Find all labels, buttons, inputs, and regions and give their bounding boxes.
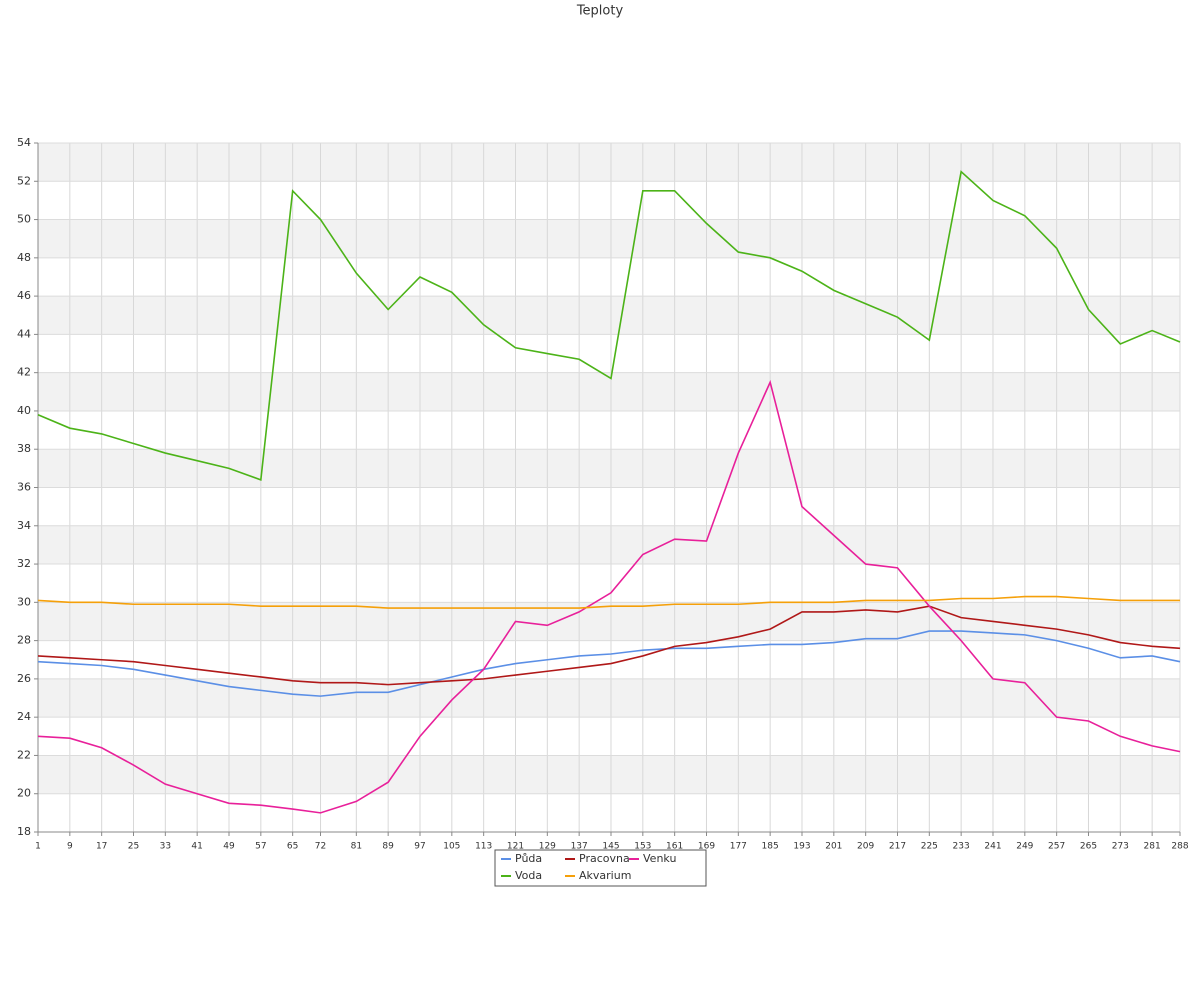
y-tick-label: 36	[17, 481, 31, 494]
y-tick-label: 22	[17, 748, 31, 761]
x-tick-label: 225	[921, 842, 938, 852]
x-tick-label: 273	[1112, 842, 1129, 852]
y-tick-label: 48	[17, 251, 31, 264]
x-tick-label: 257	[1048, 842, 1065, 852]
series-line	[37, 630, 1181, 697]
x-tick-label: 9	[67, 842, 73, 852]
x-tick-label: 169	[698, 842, 715, 852]
legend-box	[494, 849, 707, 887]
y-tick-label: 20	[17, 787, 31, 800]
series-line	[37, 595, 1180, 609]
y-tick-label: 28	[17, 634, 31, 647]
legend-label: Venku	[643, 852, 676, 865]
y-tick-label: 46	[17, 289, 31, 302]
x-tick-label: 129	[539, 842, 556, 852]
y-tick-label: 24	[17, 710, 31, 723]
x-tick-label: 177	[730, 842, 747, 852]
y-tick-label: 38	[17, 442, 31, 455]
x-tick-label: 233	[953, 842, 970, 852]
y-tick-label: 18	[17, 825, 31, 838]
series-line	[37, 170, 1181, 481]
grid-band	[38, 602, 1180, 641]
x-tick-label: 193	[793, 842, 810, 852]
x-tick-label: 201	[825, 842, 842, 852]
grid-band	[38, 449, 1180, 488]
y-tick-label: 32	[17, 557, 31, 570]
x-tick-label: 113	[475, 842, 492, 852]
x-tick-label: 49	[223, 842, 235, 852]
grid-band	[38, 372, 1180, 411]
y-tick-label: 50	[17, 213, 31, 226]
y-tick-label: 44	[17, 327, 31, 340]
x-tick-label: 153	[634, 842, 651, 852]
x-tick-label: 33	[160, 842, 171, 852]
legend-label: Voda	[515, 869, 542, 882]
x-tick-label: 145	[602, 842, 619, 852]
grid-band	[38, 219, 1180, 258]
y-tick-label: 26	[17, 672, 31, 685]
x-tick-label: 17	[96, 842, 107, 852]
legend-label: Pracovna	[579, 852, 630, 865]
x-tick-label: 185	[762, 842, 779, 852]
y-tick-label: 34	[17, 519, 31, 532]
y-tick-label: 40	[17, 404, 31, 417]
series-line	[37, 605, 1181, 686]
x-tick-label: 1	[35, 842, 41, 852]
x-tick-label: 281	[1144, 842, 1161, 852]
x-tick-label: 241	[984, 842, 1001, 852]
y-tick-label: 52	[17, 174, 31, 187]
x-tick-label: 25	[128, 842, 139, 852]
x-tick-label: 137	[571, 842, 588, 852]
x-tick-label: 161	[666, 842, 683, 852]
chart-title: Teploty	[576, 4, 624, 19]
grid-band	[38, 296, 1180, 335]
x-tick-label: 65	[287, 842, 298, 852]
x-tick-label: 57	[255, 842, 266, 852]
legend-label: Akvarium	[579, 869, 631, 882]
y-tick-label: 42	[17, 366, 31, 379]
x-tick-label: 249	[1016, 842, 1033, 852]
x-tick-label: 105	[443, 842, 460, 852]
grid-band	[38, 678, 1180, 718]
grid-band	[38, 755, 1180, 794]
grid-band	[38, 525, 1180, 565]
x-tick-label: 121	[507, 842, 524, 852]
y-tick-label: 30	[17, 595, 31, 608]
x-tick-label: 288	[1171, 842, 1188, 852]
x-tick-label: 209	[857, 842, 874, 852]
x-tick-label: 81	[351, 842, 362, 852]
x-tick-label: 41	[191, 842, 202, 852]
x-tick-label: 265	[1080, 842, 1097, 852]
y-tick-label: 54	[17, 136, 31, 149]
grid-band	[38, 143, 1180, 182]
x-tick-label: 97	[414, 842, 425, 852]
legend-label: Půda	[515, 852, 542, 865]
x-tick-label: 217	[889, 842, 906, 852]
x-tick-label: 89	[382, 842, 394, 852]
x-tick-label: 72	[315, 842, 326, 852]
series-line	[37, 379, 1181, 814]
